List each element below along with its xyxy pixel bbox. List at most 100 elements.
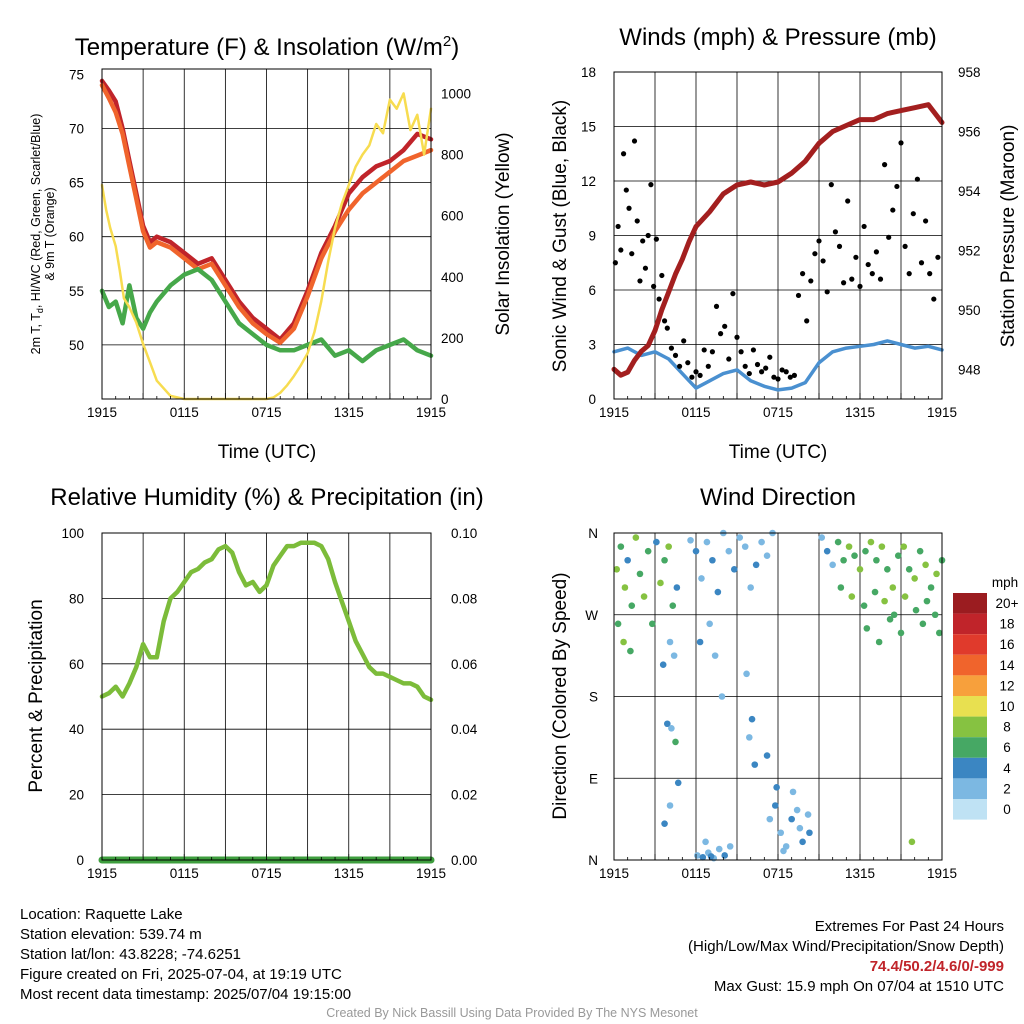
- x-tick-label: 0715: [251, 405, 281, 420]
- series-station-pressure: [611, 102, 945, 378]
- humidity-grid: [102, 533, 431, 860]
- gust-point: [730, 291, 736, 297]
- y-tick-label-left: S: [589, 690, 598, 705]
- gust-point: [653, 236, 659, 242]
- gust-point: [894, 183, 900, 190]
- x-tick-label: 1315: [334, 405, 364, 420]
- y-tick-label-right: 954: [958, 184, 981, 199]
- gust-point: [631, 138, 638, 144]
- gust-point: [795, 292, 802, 299]
- gust-point: [865, 261, 871, 268]
- gust-point: [877, 276, 884, 282]
- colorbar-label: 18: [999, 617, 1014, 632]
- x-tick-label: 0115: [681, 405, 710, 420]
- colorbar: 20+ 18 16 14 12 10 8 6 4 2 0: [953, 593, 1019, 820]
- direction-point: [897, 629, 905, 637]
- gust-point: [902, 243, 908, 249]
- direction-point: [640, 593, 648, 600]
- station-info: Location: Raquette Lake Station elevatio…: [20, 905, 351, 1005]
- y-tick-label-left: W: [585, 608, 598, 623]
- gust-point: [664, 325, 670, 331]
- direction-point: [927, 584, 935, 591]
- humidity-panel: Relative Humidity (%) & Precipitation (i…: [26, 484, 484, 881]
- direction-point: [763, 752, 771, 759]
- x-tick-label: 1915: [87, 405, 117, 420]
- gust-point: [886, 234, 892, 240]
- winds-ylabel-right: Station Pressure (Maroon): [998, 125, 1019, 348]
- y-tick-label-right: 0.06: [451, 657, 477, 672]
- gust-point: [734, 334, 740, 340]
- gust-point: [677, 363, 683, 369]
- extremes-gust: Max Gust: 15.9 mph On 07/04 at 1510 UTC: [713, 978, 1004, 995]
- direction-title: Wind Direction: [700, 484, 856, 511]
- colorbar-swatch: [953, 757, 987, 779]
- direction-point: [725, 547, 733, 555]
- gust-point: [693, 369, 699, 375]
- direction-point: [674, 779, 682, 787]
- direction-point: [614, 620, 622, 628]
- gust-point: [754, 361, 761, 368]
- series-hi-wc: [99, 82, 434, 345]
- direction-point: [666, 802, 674, 809]
- gust-point: [618, 247, 624, 253]
- x-tick-label: 1915: [599, 866, 629, 881]
- direction-point: [718, 693, 726, 700]
- y-tick-label-left: 15: [581, 120, 596, 135]
- y-tick-label-left: N: [588, 853, 598, 868]
- direction-point: [661, 556, 668, 564]
- colorbar-label: 10: [999, 699, 1014, 714]
- series-td: [99, 266, 434, 364]
- gust-point: [767, 354, 773, 360]
- colorbar-swatch: [953, 634, 987, 655]
- y-tick-label-right: 800: [441, 148, 464, 163]
- direction-point: [900, 543, 908, 550]
- x-tick-label: 0115: [681, 866, 710, 881]
- winds-xlabel: Time (UTC): [729, 442, 828, 463]
- direction-point: [911, 575, 918, 582]
- x-tick-label: 1315: [845, 405, 875, 420]
- direction-point: [886, 615, 894, 623]
- direction-point: [889, 584, 897, 591]
- direction-point: [661, 820, 668, 827]
- winds-panel: Winds (mph) & Pressure (mb) 1915 0115 0715…: [550, 24, 1019, 463]
- direction-point: [669, 602, 677, 609]
- direction-points: [613, 529, 946, 862]
- gust-point: [849, 276, 855, 282]
- direction-point: [789, 788, 797, 796]
- y-tick-label-right: 0.04: [451, 722, 478, 737]
- gust-point: [626, 205, 632, 211]
- y-tick-label-left: 40: [69, 722, 84, 737]
- direction-point: [837, 584, 845, 591]
- colorbar-swatch: [953, 737, 987, 758]
- direction-point: [771, 802, 779, 809]
- colorbar-swatch: [953, 716, 987, 738]
- gust-point: [869, 271, 875, 277]
- gust-point: [808, 278, 814, 284]
- direction-point: [894, 552, 902, 560]
- x-tick-label: 0115: [170, 866, 199, 881]
- colorbar-label: 4: [1003, 761, 1011, 776]
- direction-point: [751, 761, 759, 768]
- direction-point: [711, 652, 719, 659]
- colorbar-label: 6: [1003, 740, 1011, 755]
- gust-point: [931, 296, 937, 302]
- direction-point: [736, 534, 744, 541]
- colorbar-swatch: [953, 696, 987, 717]
- recent-timestamp: Most recent data timestamp: 2025/07/04 1…: [20, 986, 352, 1003]
- temperature-series: [99, 78, 434, 401]
- x-tick-label: 1915: [416, 866, 446, 881]
- winds-ylabel-left: Sonic Wind & Gust (Blue, Black): [550, 100, 571, 372]
- y-tick-label-right: 0.10: [451, 526, 477, 541]
- direction-point: [743, 670, 750, 678]
- gust-point: [634, 218, 640, 224]
- gust-point: [750, 347, 757, 353]
- y-tick-label-left: 60: [69, 230, 84, 245]
- direction-point: [763, 552, 771, 560]
- direction-point: [752, 561, 760, 569]
- gust-point: [914, 176, 921, 182]
- x-tick-label: 0715: [763, 866, 793, 881]
- direction-point: [715, 845, 723, 853]
- direction-point: [648, 620, 656, 628]
- y-tick-label-left: N: [588, 526, 598, 541]
